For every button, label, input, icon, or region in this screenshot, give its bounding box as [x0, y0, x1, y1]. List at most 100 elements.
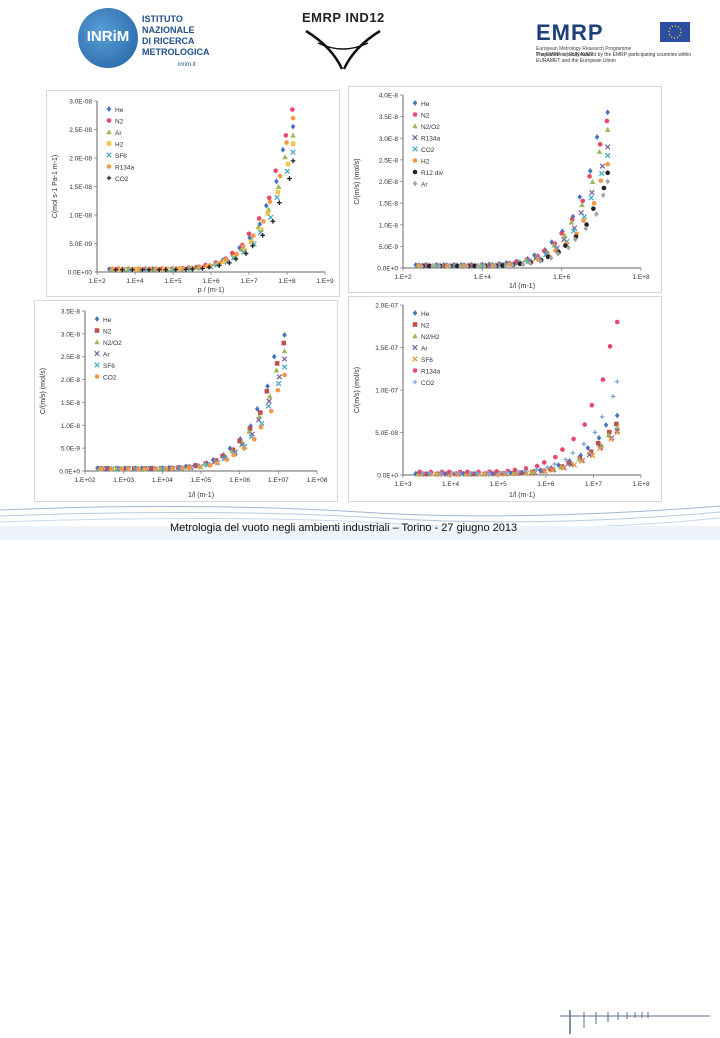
data-point [597, 142, 603, 147]
data-point [614, 412, 620, 419]
data-point [581, 213, 588, 220]
data-point [568, 219, 575, 225]
y-tick-label: 1.5E-07 [375, 345, 398, 352]
data-point [607, 344, 613, 349]
data-point [216, 263, 222, 268]
legend-marker [412, 169, 418, 175]
data-point [173, 267, 179, 272]
chart-panel-top-left: 0.0E+00 5.0E-09 1.0E-08 1.5E-08 2.0E-08 2.5E-… [46, 90, 340, 297]
x-tick-label: 1.E+5 [490, 481, 508, 488]
data-point [614, 429, 620, 436]
x-tick-label: 1.E+7 [240, 278, 258, 285]
legend-marker [412, 100, 418, 106]
legend-label: N2/H2 [421, 334, 440, 341]
series-he [95, 332, 287, 472]
y-tick-label: 1.0E-8 [61, 423, 81, 430]
data-point [604, 152, 611, 159]
chart-panel-top-right: 0.0E+0 5.0E-9 1.0E-8 1.5E-8 2.0E-8 2.5E-8 3.0E… [348, 86, 662, 293]
data-point [104, 466, 110, 471]
data-point [571, 462, 578, 468]
data-point [233, 256, 239, 262]
data-point [614, 424, 620, 430]
chart-top-left: 0.0E+00 5.0E-09 1.0E-08 1.5E-08 2.0E-08 2.5E-… [52, 99, 334, 295]
legend-label: CO2 [421, 147, 435, 154]
series-co2 [113, 158, 296, 273]
data-point [594, 134, 600, 140]
data-point [290, 141, 296, 147]
data-point [234, 251, 239, 257]
data-point [610, 394, 616, 399]
data-point [588, 449, 594, 455]
footer-bar: Metrologia del vuoto negli ambienti indu… [0, 500, 720, 1034]
data-point [290, 107, 295, 112]
data-point [227, 445, 233, 452]
x-axis-label: 1/l (m-1) [509, 283, 535, 290]
data-point [517, 261, 523, 267]
data-point [148, 466, 154, 471]
data-point [596, 445, 603, 452]
y-tick-label: 5.0E-9 [61, 446, 81, 453]
x-tick-label: 1.E+8 [278, 278, 296, 285]
data-point [290, 158, 296, 164]
legend-marker [106, 129, 112, 135]
x-tick-label: 1.E+8 [632, 481, 650, 488]
data-point [587, 174, 592, 179]
data-point [266, 195, 272, 201]
data-point [248, 239, 254, 245]
chart-panel-bottom-left: 0.0E+0 5.0E-9 1.0E-8 1.5E-8 2.0E-8 2.5E-8 3.0E… [34, 300, 338, 502]
legend-label: R134a [421, 136, 441, 143]
data-point [548, 255, 554, 261]
series-he [413, 412, 620, 477]
data-point [283, 133, 289, 138]
y-tick-label: 0.0E+0 [377, 266, 398, 273]
x-tick-label: 1.E+6 [202, 278, 220, 285]
data-point [520, 261, 526, 268]
data-point [475, 470, 480, 476]
data-point [588, 168, 593, 174]
data-point [256, 413, 263, 419]
data-point [523, 466, 529, 471]
series-he [413, 109, 610, 268]
data-point [500, 471, 506, 476]
emrp-funding-note: The EMRP is jointly funded by the EMRP p… [536, 52, 692, 64]
x-tick-label: 1.E+3 [394, 481, 412, 488]
data-point [282, 372, 287, 378]
legend-label: SF6 [421, 357, 433, 364]
data-point [570, 450, 576, 456]
data-point [553, 454, 558, 460]
data-point [190, 266, 195, 272]
data-point [603, 422, 609, 428]
legend-marker [412, 134, 418, 141]
vacuum-v-icon [305, 29, 381, 70]
data-point [556, 462, 561, 469]
legend-marker [412, 123, 418, 129]
data-point [110, 266, 116, 272]
data-point [224, 257, 229, 262]
data-point [174, 266, 179, 271]
data-point [538, 258, 543, 264]
data-point [240, 244, 246, 249]
data-point [591, 200, 597, 206]
data-point [471, 471, 476, 477]
series-co2 [98, 372, 287, 472]
legend-label: CO2 [103, 375, 117, 382]
data-point [592, 430, 598, 435]
data-point [274, 194, 280, 201]
data-point [510, 262, 515, 269]
data-point [281, 340, 287, 346]
data-point [453, 471, 458, 477]
emrp-logo: EMRP European Metrology Research Program… [536, 20, 696, 70]
data-point [275, 380, 282, 387]
legend-label: CO2 [115, 176, 129, 183]
x-tick-label: 1.E+04 [152, 477, 173, 484]
x-tick-label: 1.E+06 [229, 477, 250, 484]
y-tick-label: 5.0E-08 [375, 430, 398, 437]
data-point [605, 161, 610, 167]
data-point [274, 178, 279, 185]
data-point [261, 218, 266, 224]
data-point [257, 410, 263, 415]
data-point [271, 353, 277, 360]
data-point [534, 467, 539, 472]
data-point [589, 452, 596, 459]
data-point [290, 123, 296, 130]
